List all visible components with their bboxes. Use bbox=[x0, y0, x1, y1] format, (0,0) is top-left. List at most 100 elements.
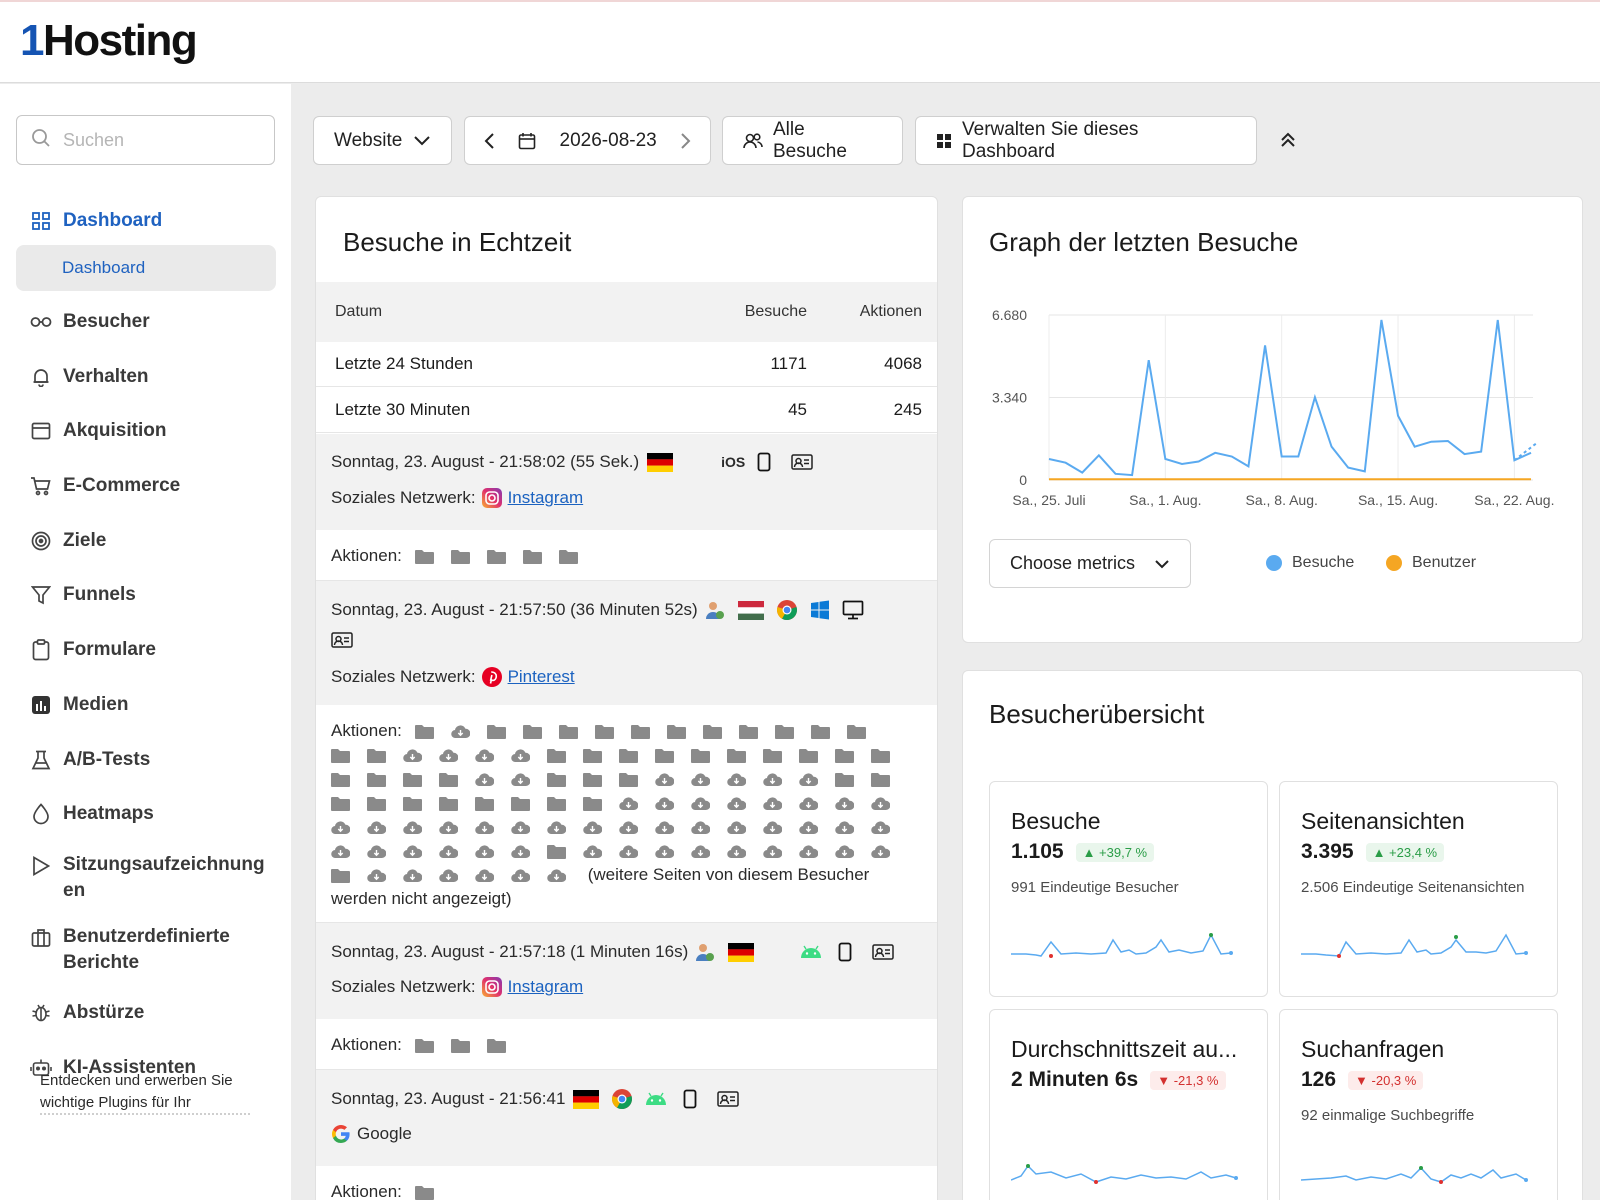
table-row: Letzte 30 Minuten 45 245 bbox=[316, 388, 937, 433]
kpi-value: 2 Minuten 6s bbox=[1011, 1068, 1139, 1091]
segment-selector[interactable]: Alle Besuche bbox=[722, 116, 903, 165]
sidebar-item-dashboard[interactable]: Dashboard bbox=[0, 194, 291, 249]
flag-hungary-icon bbox=[737, 600, 764, 620]
sidebar-item-behavior[interactable]: Verhalten bbox=[0, 349, 291, 404]
sidebar-item-label: A/B-Tests bbox=[63, 748, 151, 770]
sidebar-item-label: Dashboard bbox=[62, 257, 146, 277]
google-icon bbox=[331, 1124, 351, 1144]
source-name: Google bbox=[357, 1124, 412, 1143]
chevron-left-icon[interactable] bbox=[483, 132, 495, 150]
calendar-icon bbox=[518, 132, 536, 150]
action-folders bbox=[414, 1182, 451, 1200]
visitor-profile-icon[interactable] bbox=[791, 453, 813, 471]
action-folders bbox=[331, 721, 907, 884]
table-row: Letzte 24 Stunden 1171 4068 bbox=[316, 342, 937, 387]
kpi-card-avg-time[interactable]: Durchschnittszeit au... 2 Minuten 6s ▼ -2… bbox=[989, 1009, 1268, 1200]
actions-label: Aktionen: bbox=[331, 546, 402, 565]
brand-logo[interactable]: 1Hosting bbox=[20, 16, 198, 65]
dashboard-manage-icon bbox=[936, 133, 952, 149]
chrome-icon bbox=[611, 1088, 633, 1110]
header-actions: Aktionen bbox=[859, 303, 922, 320]
smartphone-icon bbox=[683, 1089, 697, 1109]
legend-label: Benutzer bbox=[1412, 554, 1477, 571]
smartphone-icon bbox=[838, 942, 852, 962]
site-selector[interactable]: Website bbox=[313, 116, 452, 165]
sidebar-item-ecommerce[interactable]: E-Commerce bbox=[0, 459, 291, 514]
visit-time: Sonntag, 23. August - 21:57:50 (36 Minut… bbox=[331, 600, 698, 619]
desktop-icon bbox=[842, 600, 864, 620]
kpi-value: 3.395 bbox=[1301, 840, 1354, 863]
kpi-subtitle: 991 Eindeutige Besucher bbox=[1011, 879, 1179, 896]
sidebar-item-label: Sitzungsaufzeichnung en bbox=[63, 853, 265, 901]
android-icon bbox=[800, 945, 822, 959]
visitor-profile-icon[interactable] bbox=[872, 943, 894, 961]
overview-title: Besucherübersicht bbox=[989, 699, 1205, 729]
sidebar-item-label: Dashboard bbox=[63, 210, 163, 232]
sidebar-menu: Dashboard Dashboard Besucher Verhalten A… bbox=[0, 194, 291, 1115]
sidebar-item-label: Akquisition bbox=[63, 420, 167, 442]
sidebar-item-acquisition[interactable]: Akquisition bbox=[0, 404, 291, 459]
search-box[interactable] bbox=[16, 115, 275, 165]
sidebar-item-crashes[interactable]: Abstürze bbox=[0, 986, 291, 1041]
chevron-right-icon[interactable] bbox=[680, 132, 692, 150]
sidebar: Dashboard Dashboard Besucher Verhalten A… bbox=[0, 84, 291, 1200]
manage-dashboard-button[interactable]: Verwalten Sie dieses Dashboard bbox=[915, 116, 1257, 165]
kpi-delta: +23,4 % bbox=[1389, 844, 1438, 860]
sidebar-promo-text: Entdecken und erwerben Sie wichtige Plug… bbox=[40, 1072, 233, 1111]
kpi-subtitle: 2.506 Eindeutige Seitenansichten bbox=[1301, 879, 1525, 896]
sidebar-item-media[interactable]: Medien bbox=[0, 678, 291, 733]
sidebar-item-visitors[interactable]: Besucher bbox=[0, 295, 291, 350]
visits-line-chart: 0 3.340 6.680 Sa., 25. Juli Sa., 1. Aug. Sa.,… bbox=[992, 307, 1555, 508]
visitor-profile-icon[interactable] bbox=[331, 631, 353, 649]
collapse-toolbar-icon[interactable] bbox=[1280, 130, 1296, 155]
source-label: Soziales Netzwerk: bbox=[331, 977, 476, 996]
actions-label: Aktionen: bbox=[331, 1035, 402, 1054]
row-label: Letzte 30 Minuten bbox=[335, 400, 471, 419]
sidebar-item-funnels[interactable]: Funnels bbox=[0, 568, 291, 623]
visitor-profile-icon[interactable] bbox=[717, 1090, 740, 1108]
realtime-title: Besuche in Echtzeit bbox=[343, 227, 572, 257]
source-label: Soziales Netzwerk: bbox=[331, 488, 476, 507]
sidebar-item-label: Funnels bbox=[63, 584, 136, 606]
sidebar-item-label: Besucher bbox=[63, 311, 150, 333]
sidebar-item-heatmaps[interactable]: Heatmaps bbox=[0, 787, 291, 842]
choose-metrics-button[interactable]: Choose metrics bbox=[989, 539, 1191, 588]
sidebar-item-goals[interactable]: Ziele bbox=[0, 513, 291, 568]
kpi-card-visits[interactable]: Besuche 1.105 ▲ +39,7 % 991 Eindeutige Be… bbox=[989, 781, 1268, 997]
visit-time: Sonntag, 23. August - 21:57:18 (1 Minute… bbox=[331, 942, 689, 961]
kpi-delta-badge: ▲ +23,4 % bbox=[1365, 842, 1445, 862]
actions-label: Aktionen: bbox=[331, 721, 402, 740]
source-link[interactable]: Instagram bbox=[507, 977, 584, 996]
source-link[interactable]: Instagram bbox=[507, 488, 584, 507]
legend-label: Besuche bbox=[1292, 554, 1355, 571]
visit-time: Sonntag, 23. August - 21:58:02 (55 Sek.) bbox=[331, 452, 640, 471]
sidebar-item-forms[interactable]: Formulare bbox=[0, 623, 291, 678]
kpi-card-searches[interactable]: Suchanfragen 126 ▼ -20,3 % 92 einmalige S… bbox=[1279, 1009, 1558, 1200]
flag-germany-icon bbox=[647, 452, 674, 472]
flag-germany-icon bbox=[573, 1089, 600, 1109]
header-date: Datum bbox=[335, 303, 383, 320]
sidebar-subitem-dashboard[interactable]: Dashboard bbox=[16, 244, 276, 291]
kpi-card-pageviews[interactable]: Seitenansichten 3.395 ▲ +23,4 % 2.506 Ein… bbox=[1279, 781, 1558, 997]
legend-item-visits[interactable]: Besuche bbox=[1266, 554, 1354, 572]
legend-item-users[interactable]: Benutzer bbox=[1386, 554, 1476, 572]
visit-entry: Sonntag, 23. August - 21:56:41 Google bbox=[316, 1070, 937, 1166]
pinterest-icon bbox=[481, 667, 502, 687]
sidebar-item-ab-tests[interactable]: A/B-Tests bbox=[0, 732, 291, 787]
visit-time: Sonntag, 23. August - 21:56:41 bbox=[331, 1089, 566, 1108]
sidebar-item-session-recordings[interactable]: Sitzungsaufzeichnung en bbox=[0, 842, 291, 914]
source-link[interactable]: Pinterest bbox=[507, 667, 575, 686]
chevron-down-icon bbox=[413, 135, 431, 147]
sidebar-item-custom-reports[interactable]: Benutzerdefinierte Berichte bbox=[0, 914, 291, 986]
visit-actions: Aktionen: bbox=[316, 530, 937, 581]
y-tick-label: 3.340 bbox=[992, 390, 1027, 406]
x-tick-label: Sa., 25. Juli bbox=[1012, 492, 1085, 508]
visit-entry: Sonntag, 23. August - 21:57:18 (1 Minute… bbox=[316, 923, 937, 1019]
kpi-delta: +39,7 % bbox=[1099, 844, 1148, 860]
chrome-icon bbox=[776, 599, 798, 621]
date-picker[interactable]: 2026-08-23 bbox=[464, 116, 711, 165]
sparkline bbox=[1301, 933, 1528, 958]
sidebar-item-label: Verhalten bbox=[63, 365, 149, 387]
search-input[interactable] bbox=[63, 129, 253, 151]
sidebar-item-ai-assistants[interactable]: KI-Assistenten bbox=[0, 1040, 291, 1095]
